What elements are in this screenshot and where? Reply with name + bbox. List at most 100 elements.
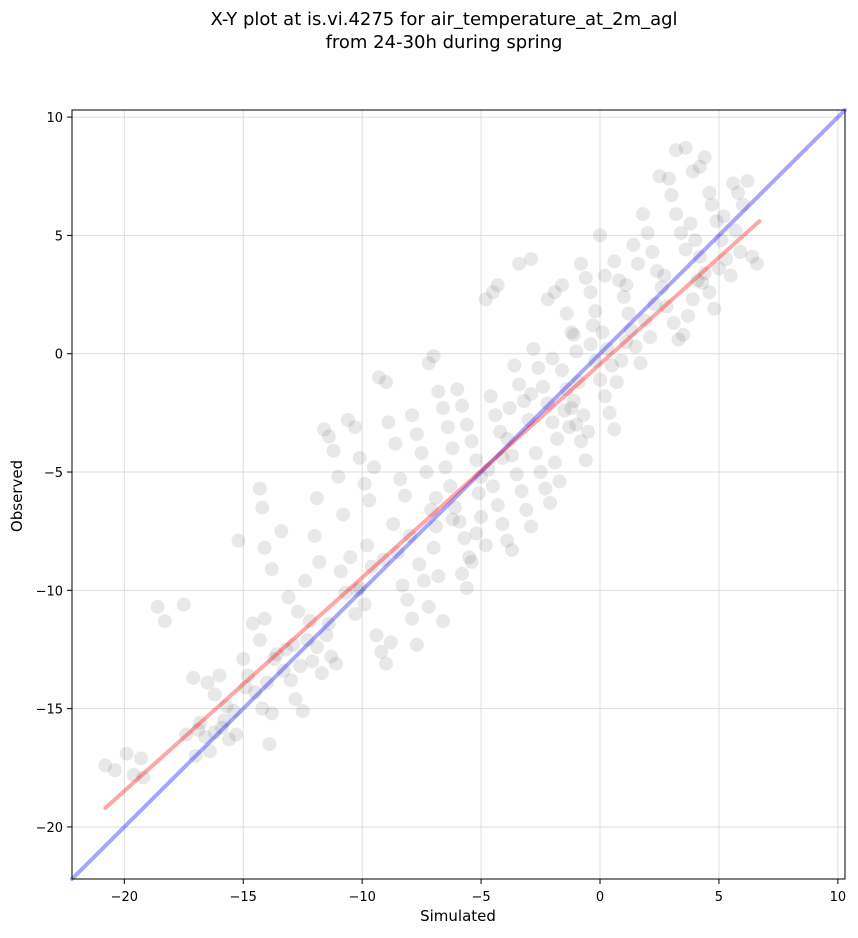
data-point — [633, 356, 648, 371]
data-point — [578, 453, 593, 468]
data-point — [338, 585, 353, 600]
x-tick-label: −5 — [472, 890, 491, 905]
data-point — [198, 730, 213, 745]
data-point — [469, 526, 484, 541]
data-point — [604, 358, 619, 373]
data-point — [512, 377, 527, 392]
data-point — [212, 668, 227, 683]
data-point — [573, 256, 588, 271]
data-point — [690, 273, 705, 288]
data-point — [305, 654, 320, 669]
data-point — [702, 285, 717, 300]
data-point — [524, 386, 539, 401]
data-point — [150, 599, 165, 614]
data-point — [455, 566, 470, 581]
data-point — [593, 228, 608, 243]
data-point — [533, 465, 548, 480]
data-point — [485, 285, 500, 300]
data-point — [661, 171, 676, 186]
data-point — [554, 278, 569, 293]
data-point — [202, 744, 217, 759]
data-point — [283, 673, 298, 688]
data-point — [445, 441, 460, 456]
data-point — [252, 481, 267, 496]
x-tick-label: 0 — [596, 890, 604, 905]
data-point — [562, 420, 577, 435]
data-point — [300, 633, 315, 648]
data-point — [576, 408, 591, 423]
data-point — [260, 675, 275, 690]
data-point — [595, 325, 610, 340]
data-point — [329, 656, 344, 671]
data-point — [505, 543, 520, 558]
data-point — [631, 256, 646, 271]
data-point — [664, 188, 679, 203]
data-point — [585, 318, 600, 333]
data-point — [400, 592, 415, 607]
data-point — [405, 611, 420, 626]
data-point — [692, 159, 707, 174]
data-point — [314, 666, 329, 681]
data-point — [697, 150, 712, 165]
plot-frame — [71, 109, 846, 880]
data-point — [207, 687, 222, 702]
data-point — [191, 722, 206, 737]
data-point — [383, 635, 398, 650]
data-point — [707, 301, 722, 316]
data-point — [309, 640, 324, 655]
data-point — [352, 580, 367, 595]
data-point — [98, 758, 113, 773]
data-point — [600, 341, 615, 356]
data-point — [445, 512, 460, 527]
data-point — [569, 417, 584, 432]
data-point — [485, 479, 500, 494]
data-point — [279, 642, 294, 657]
data-point — [621, 306, 636, 321]
data-point — [257, 611, 272, 626]
data-point — [683, 216, 698, 231]
data-point — [264, 562, 279, 577]
data-point — [557, 403, 572, 418]
data-point — [719, 252, 734, 267]
x-tick-label: −15 — [230, 890, 257, 905]
data-point — [179, 727, 194, 742]
data-point — [443, 479, 458, 494]
data-point — [607, 422, 622, 437]
data-point — [395, 578, 410, 593]
data-point — [350, 583, 365, 598]
data-point — [419, 465, 434, 480]
data-point — [483, 389, 498, 404]
data-point — [136, 770, 151, 785]
data-point — [524, 252, 539, 267]
chart-title-line2: from 24-30h during spring — [326, 32, 563, 53]
data-point — [607, 254, 622, 269]
data-point — [471, 486, 486, 501]
data-point — [695, 275, 710, 290]
data-point — [221, 732, 236, 747]
data-point — [188, 748, 203, 763]
data-point — [669, 143, 684, 158]
data-point — [452, 514, 467, 529]
data-point — [571, 375, 586, 390]
data-point — [547, 285, 562, 300]
data-point — [623, 323, 638, 338]
data-point — [493, 424, 508, 439]
data-point — [540, 292, 555, 307]
data-point — [554, 363, 569, 378]
data-point — [597, 268, 612, 283]
data-point — [321, 616, 336, 631]
data-point — [231, 533, 246, 548]
data-point — [709, 214, 724, 229]
data-point — [436, 614, 451, 629]
data-point — [566, 394, 581, 409]
data-point — [507, 358, 522, 373]
data-point — [393, 472, 408, 487]
data-point — [255, 701, 270, 716]
data-point — [357, 476, 372, 491]
data-point — [207, 725, 222, 740]
x-tick-label: −20 — [111, 890, 138, 905]
data-point — [578, 270, 593, 285]
data-point — [583, 337, 598, 352]
data-point — [348, 606, 363, 621]
